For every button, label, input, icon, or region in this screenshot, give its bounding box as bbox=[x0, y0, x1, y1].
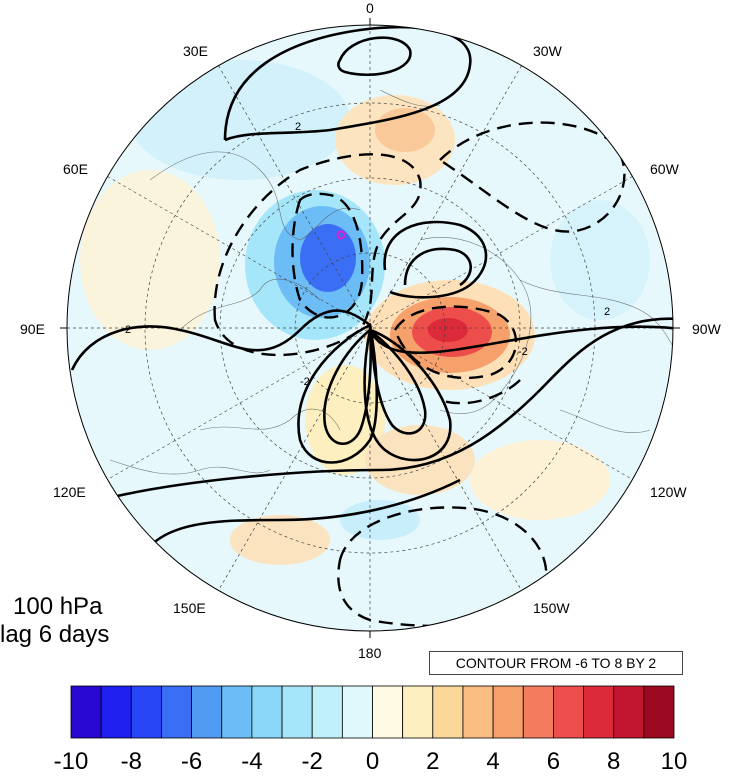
colorbar-tick-label: 4 bbox=[486, 748, 500, 775]
contour-label: 2 bbox=[295, 121, 302, 133]
lag-label: lag 6 days bbox=[0, 621, 110, 648]
colorbar-box bbox=[553, 685, 584, 739]
colorbar-box bbox=[432, 685, 464, 739]
level-label: 100 hPa bbox=[13, 593, 103, 620]
meridian-label-90w: 90W bbox=[692, 321, 721, 337]
contour-label: -2 bbox=[300, 376, 310, 388]
colorbar-box bbox=[161, 685, 192, 739]
contours bbox=[70, 25, 673, 561]
colorbar-box bbox=[341, 685, 373, 739]
coastlines bbox=[109, 89, 673, 475]
colorbar-box bbox=[643, 685, 675, 739]
colorbar-box bbox=[100, 685, 132, 739]
meridian-ticks bbox=[60, 18, 680, 638]
meridian-label-120w: 120W bbox=[650, 484, 687, 500]
colorbar-box bbox=[221, 685, 253, 739]
contour-label: 2 bbox=[604, 306, 611, 318]
meridian-label-0: 0 bbox=[366, 0, 374, 16]
colorbar-tick-label: 10 bbox=[660, 748, 688, 775]
colorbar-box bbox=[372, 685, 404, 739]
contour-info-box: CONTOUR FROM -6 TO 8 BY 2 bbox=[429, 651, 683, 675]
colorbar-box bbox=[613, 685, 645, 739]
contour-label: 2 bbox=[125, 324, 132, 336]
dashed-contours bbox=[213, 121, 626, 628]
colorbar-tick-label: 2 bbox=[426, 748, 440, 775]
colorbar-box bbox=[130, 685, 162, 739]
colorbar-tick-label: -2 bbox=[301, 748, 323, 775]
colorbar-tick-label: -4 bbox=[241, 748, 263, 775]
colorbar-box bbox=[583, 685, 615, 739]
colorbar-box bbox=[402, 685, 434, 739]
meridian-label-30e: 30E bbox=[183, 43, 208, 59]
colorbar-tick-label: -6 bbox=[180, 748, 203, 775]
meridian-label-90e: 90E bbox=[20, 321, 45, 337]
meridian-label-150e: 150E bbox=[173, 600, 206, 616]
colorbar-tick-label: 0 bbox=[365, 748, 380, 775]
marker-point bbox=[336, 230, 346, 240]
colorbar-box bbox=[281, 685, 313, 739]
colorbar-box bbox=[311, 685, 343, 739]
meridian-label-180: 180 bbox=[358, 645, 382, 661]
meridian-label-150w: 150W bbox=[533, 600, 570, 616]
colorbar-box bbox=[492, 685, 524, 739]
meridian-label-120e: 120E bbox=[53, 484, 86, 500]
colorbar-box bbox=[462, 685, 494, 739]
colorbar-tick-label: 6 bbox=[546, 748, 561, 775]
meridian-label-60w: 60W bbox=[650, 161, 679, 177]
meridian-label-30w: 30W bbox=[533, 43, 562, 59]
contour-label: -2 bbox=[518, 346, 528, 358]
colorbar-tick-label: -8 bbox=[120, 748, 142, 775]
colorbar-box bbox=[70, 685, 102, 739]
meridian-label-60e: 60E bbox=[63, 161, 88, 177]
colorbar-tick-label: 8 bbox=[607, 748, 621, 775]
colorbar-box bbox=[251, 685, 283, 739]
colorbar-box bbox=[191, 685, 223, 739]
colorbar-tick-label: -10 bbox=[53, 748, 89, 775]
colorbar-box bbox=[522, 685, 554, 739]
